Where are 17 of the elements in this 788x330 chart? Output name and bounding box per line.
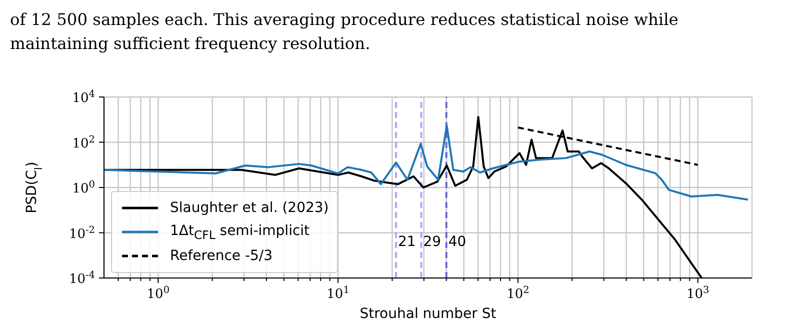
legend-label: Slaughter et al. (2023) (170, 200, 329, 216)
x-tick-label: 10$^{1}$ (326, 284, 350, 302)
y-tick-label: 10$^{4}$ (72, 88, 95, 106)
x-tick-label: 10$^{2}$ (506, 284, 530, 302)
y-tick-label: 10$^{0}$ (72, 179, 95, 196)
x-tick-label: 10$^{0}$ (146, 284, 170, 302)
ref-line-label: 21 (398, 234, 416, 250)
legend-label: 1Δt$_{CFL}$ semi-implicit (170, 222, 310, 242)
x-tick-label: 10$^{3}$ (686, 284, 710, 302)
text: of 12 500 samples each. This averaging procedure reduces statistical noise while maintaining sufficient frequency resolution. (10, 9, 680, 55)
y-tick-label: 10$^{-4}$ (68, 270, 95, 287)
ref-line-label: 29 (423, 234, 442, 250)
legend-label: Reference -5/3 (170, 248, 273, 264)
x-axis-title: Strouhal number St (360, 306, 497, 322)
y-tick-label: 10$^{-2}$ (68, 224, 95, 242)
ref-line-label: 40 (448, 234, 466, 250)
y-tick-label: 10$^{2}$ (72, 134, 95, 152)
